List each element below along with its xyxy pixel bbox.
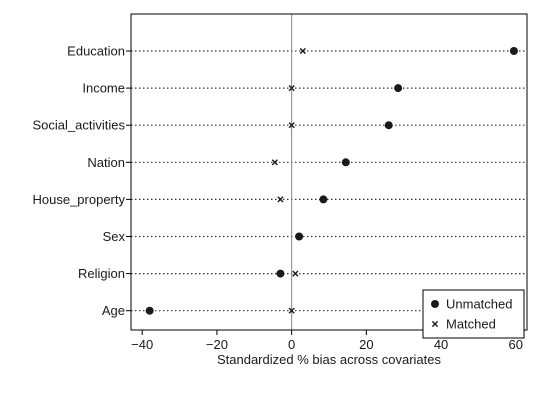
x-tick-label: −40	[131, 337, 153, 352]
category-label: Nation	[87, 155, 125, 170]
x-axis: −40 −20 0 20 40 60	[131, 330, 523, 352]
unmatched-point	[341, 158, 350, 167]
matched-point	[271, 159, 278, 166]
y-axis: Education Income Social_activities Nation Ho…	[33, 44, 131, 318]
legend-circle-marker	[431, 300, 439, 308]
legend-label: Matched	[446, 317, 496, 332]
legend-x-marker	[431, 320, 439, 328]
x-tick-label: 20	[359, 337, 373, 352]
legend-item: Unmatched	[431, 297, 512, 312]
matched-point	[277, 196, 284, 203]
category-label: Social_activities	[33, 118, 126, 133]
legend: Unmatched Matched	[422, 289, 525, 339]
plot-frame	[130, 13, 528, 331]
category-label: Sex	[103, 229, 126, 244]
legend-label: Unmatched	[446, 297, 512, 312]
category-label: Education	[67, 44, 125, 59]
category-label: House_property	[33, 192, 126, 207]
matched-point	[299, 47, 306, 55]
matched-point	[288, 122, 295, 129]
x-tick-label: 40	[434, 337, 448, 352]
x-tick-label: 60	[509, 337, 523, 352]
legend-item: Matched	[431, 317, 496, 332]
matched-point	[292, 270, 299, 277]
unmatched-point	[509, 47, 518, 55]
category-label: Religion	[78, 266, 125, 281]
unmatched-point	[145, 306, 154, 315]
matched-point	[288, 307, 295, 314]
unmatched-point	[276, 269, 285, 278]
x-tick-label: 0	[288, 337, 295, 352]
category-label: Age	[102, 303, 125, 318]
data-marks	[145, 47, 518, 315]
x-axis-title: Standardized % bias across covariates	[217, 352, 442, 367]
matched-point	[288, 85, 295, 92]
legend-items: Unmatched Matched	[431, 297, 512, 332]
x-tick-label: −20	[206, 337, 228, 352]
legend-box	[422, 289, 525, 339]
unmatched-point	[394, 84, 403, 93]
unmatched-point	[384, 121, 393, 130]
category-label: Income	[82, 81, 125, 96]
unmatched-point	[319, 195, 328, 204]
unmatched-point	[295, 232, 304, 241]
